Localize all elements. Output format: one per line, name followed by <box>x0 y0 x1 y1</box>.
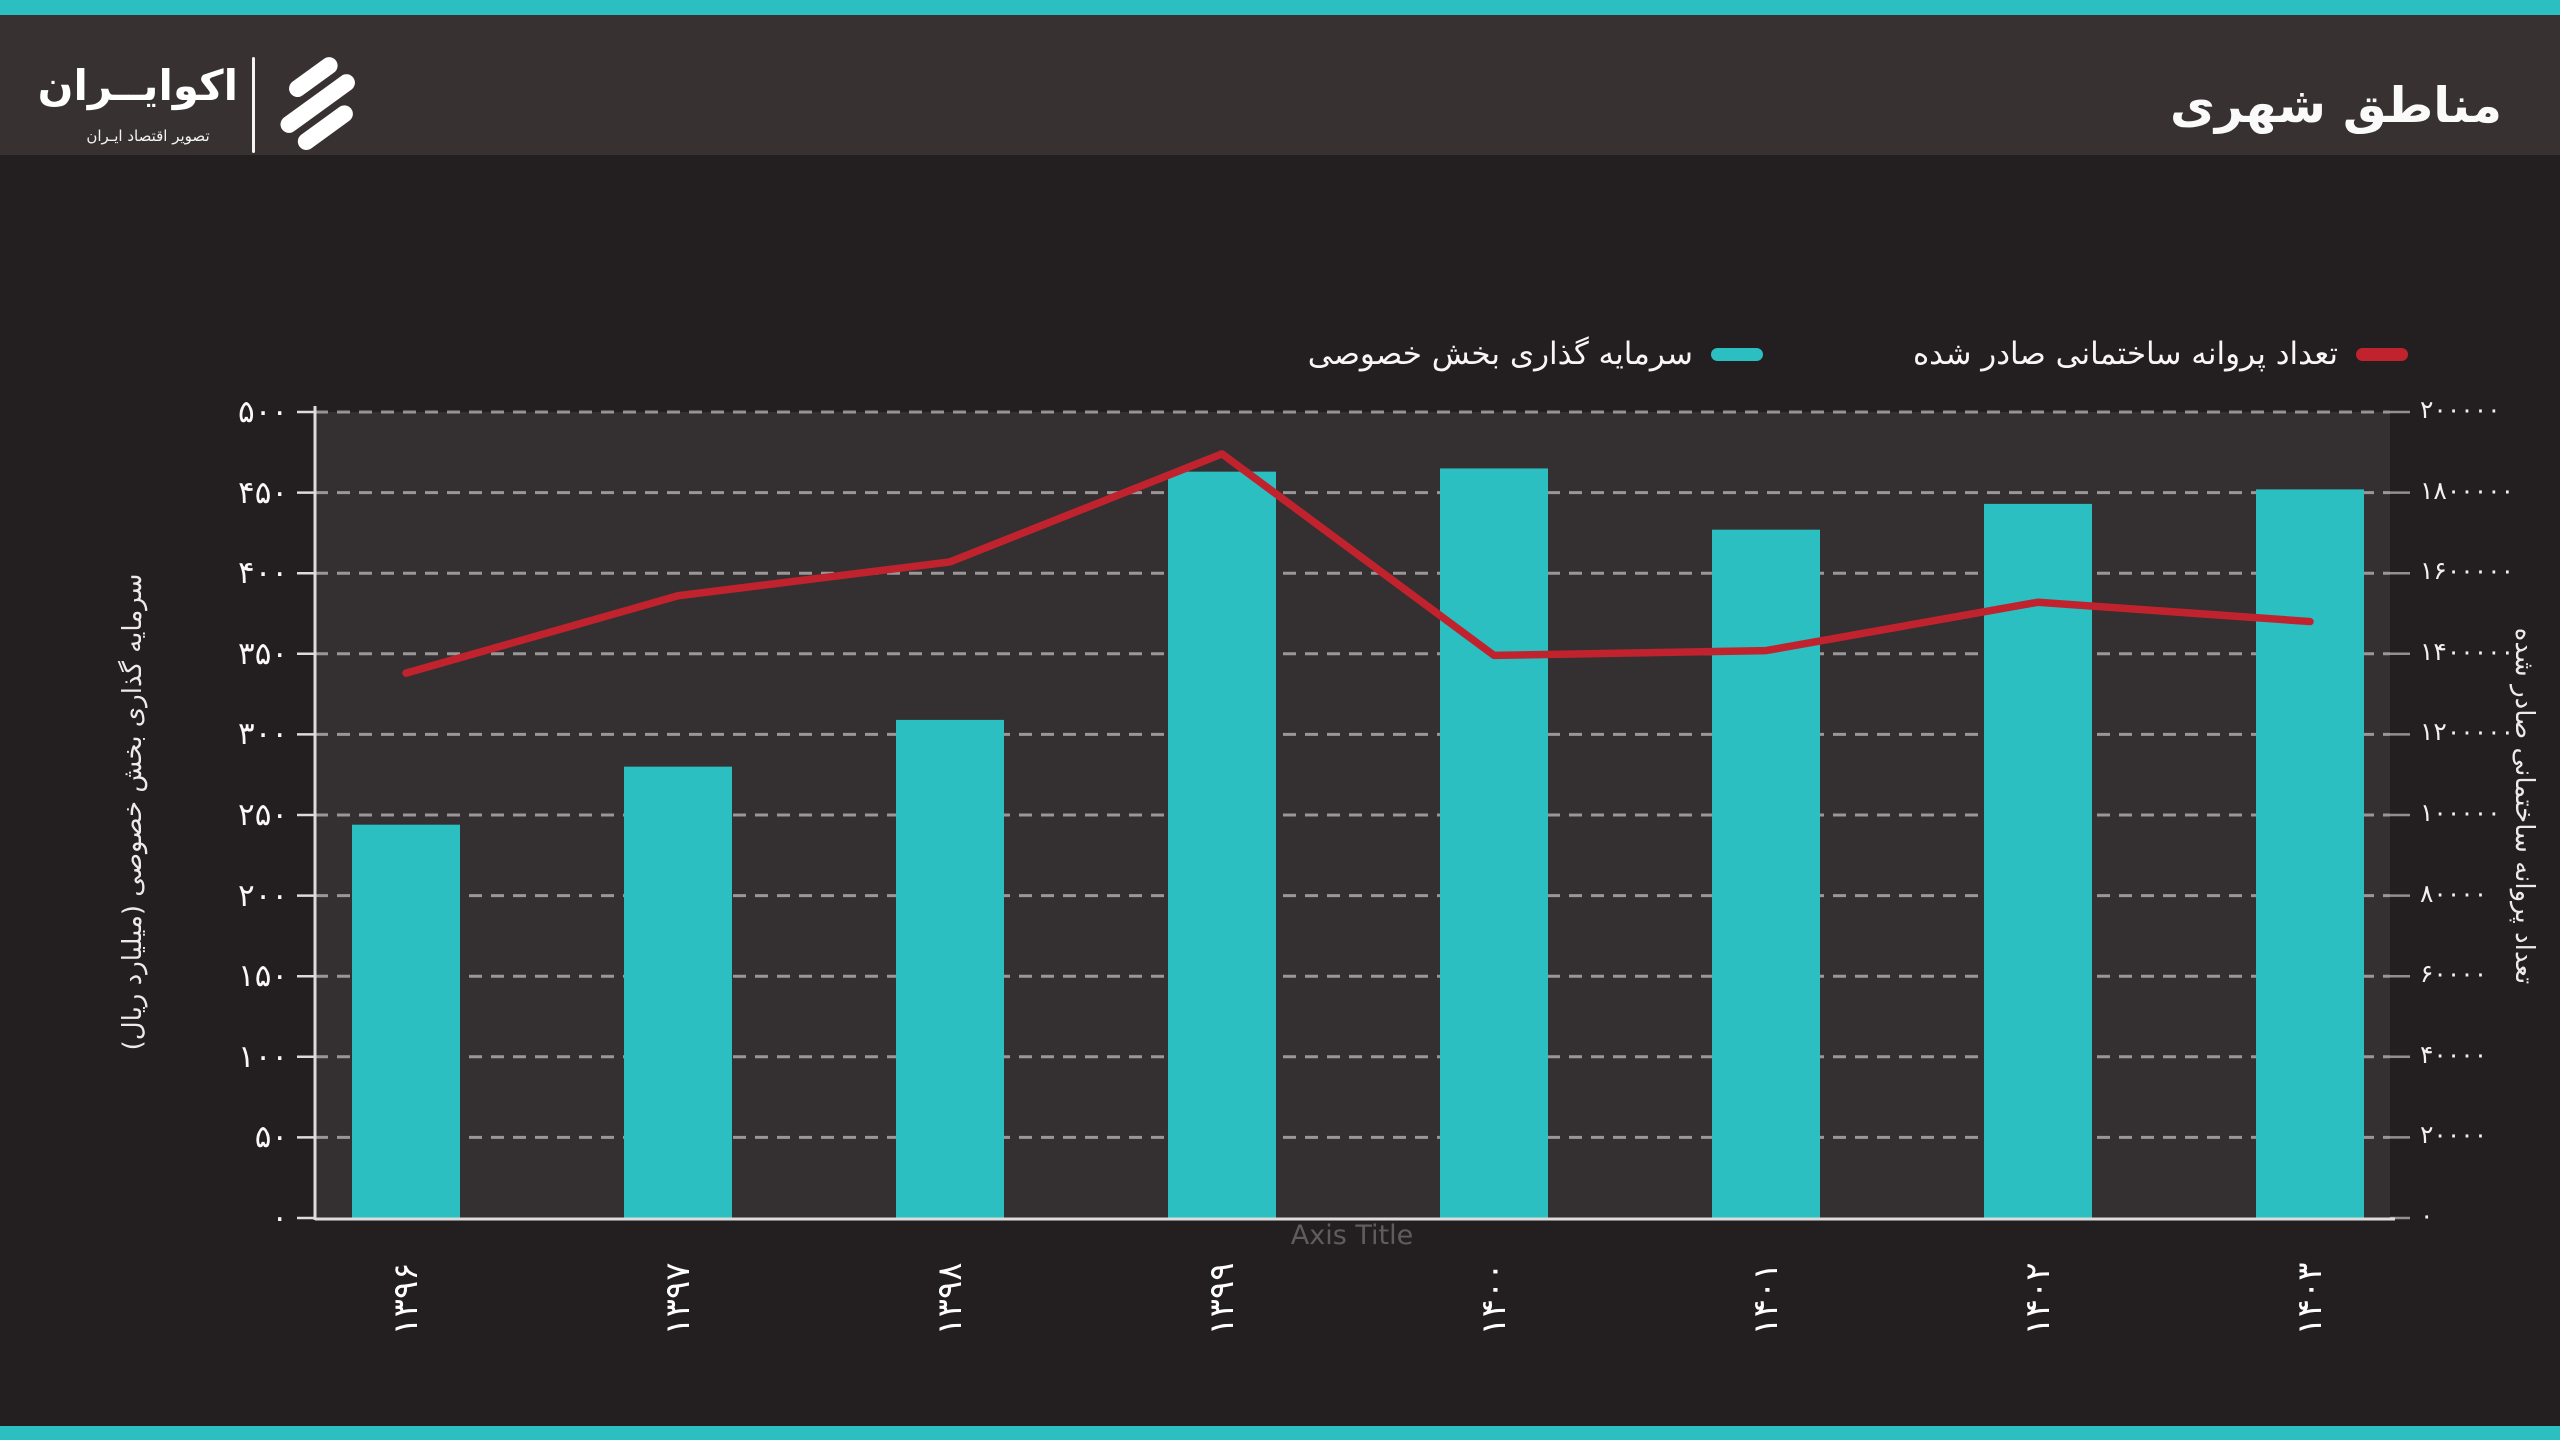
x-axis-label-۱۳۹۹: ۱۳۹۹ <box>1202 1262 1242 1336</box>
y-axis-left-tick-label: ۵۰۰ <box>238 394 288 430</box>
x-axis-label-۱۳۹۷: ۱۳۹۷ <box>658 1262 698 1336</box>
y-axis-right-tick-label: ۱۶۰۰۰۰۰ <box>2420 556 2514 586</box>
bar-۱۴۰۱ <box>1712 529 1820 1218</box>
bar-۱۳۹۸ <box>896 719 1004 1218</box>
y-axis-right-tick-label: ۰ <box>2420 1201 2434 1230</box>
chart-legend: تعداد پروانه ساختمانی صادر شده سرمایه گذا… <box>1308 336 2408 372</box>
legend-label-investment: سرمایه گذاری بخش خصوصی <box>1307 336 1693 372</box>
bar-۱۴۰۲ <box>1984 503 2092 1218</box>
y-axis-left-tick-label: ۵۰ <box>254 1119 288 1156</box>
x-axis-label-۱۳۹۶: ۱۳۹۶ <box>386 1262 426 1336</box>
y-axis-right-tick-label: ۲۰۰۰۰ <box>2420 1120 2488 1150</box>
ecoiran-circle-stripes-icon <box>280 57 355 150</box>
y-axis-right-tick-label: ۶۰۰۰۰ <box>2420 959 2488 989</box>
bar-۱۳۹۷ <box>624 766 732 1218</box>
axis-title-left: سرمایه گذاری بخش خصوصی (میلیارد ریال) <box>118 573 148 1051</box>
y-axis-right-tick-label: ۸۰۰۰۰ <box>2420 878 2488 908</box>
bottom-accent-bar <box>0 1426 2560 1440</box>
y-axis-right-tick-label: ۱۴۰۰۰۰۰ <box>2420 636 2514 666</box>
bar-۱۴۰۰ <box>1440 468 1548 1218</box>
brand-block: اکوایــران تصویر اقتصاد ایـران <box>37 53 378 163</box>
legend-swatch-permits <box>2356 347 2408 361</box>
x-axis-label-۱۴۰۲: ۱۴۰۲ <box>2018 1262 2058 1336</box>
legend-label-permits: تعداد پروانه ساختمانی صادر شده <box>1912 336 2338 372</box>
x-axis-label-۱۴۰۳: ۱۴۰۳ <box>2290 1262 2330 1336</box>
y-axis-left-tick-label: ۲۵۰ <box>238 797 288 833</box>
page-title: مناطق شهری <box>2169 77 2502 134</box>
bar-۱۳۹۹ <box>1168 471 1276 1218</box>
legend-item-investment: سرمایه گذاری بخش خصوصی <box>1308 336 1763 372</box>
trend-line <box>402 450 2314 677</box>
legend-swatch-investment <box>1710 347 1763 361</box>
brand-wordmark: اکوایــران <box>37 61 238 110</box>
header: مناطق شهری اکوایــران تصویر اقتصاد ایـرا… <box>0 15 2560 155</box>
x-axis-label-۱۴۰۰: ۱۴۰۰ <box>1474 1262 1514 1336</box>
x-axis-label-۱۳۹۸: ۱۳۹۸ <box>930 1262 970 1336</box>
bar-۱۳۹۶ <box>352 824 460 1218</box>
bar-۱۴۰۳ <box>2256 489 2364 1219</box>
y-axis-left-tick-label: ۱۰۰ <box>238 1038 288 1075</box>
y-axis-left-tick-label: ۳۵۰ <box>238 635 288 672</box>
y-axis-left-tick-label: ۲۰۰ <box>238 877 288 914</box>
y-axis-right-tick-label: ۱۲۰۰۰۰۰ <box>2420 717 2514 747</box>
x-axis-placeholder-title: Axis Title <box>1290 1220 1414 1251</box>
y-axis-left-tick-label: ۱۵۰ <box>238 958 288 995</box>
y-axis-left-tick-label: ۰ <box>271 1200 288 1236</box>
x-axis-label-۱۴۰۱: ۱۴۰۱ <box>1746 1262 1786 1336</box>
y-axis-left-tick-label: ۳۰۰ <box>238 716 288 753</box>
y-axis-right-tick-label: ۱۸۰۰۰۰۰ <box>2420 475 2514 505</box>
legend-item-permits: تعداد پروانه ساختمانی صادر شده <box>1913 336 2408 372</box>
y-axis-right-tick-label: ۲۰۰۰۰۰ <box>2420 395 2501 424</box>
brand-divider <box>252 57 255 153</box>
y-axis-right-tick-label: ۱۰۰۰۰۰ <box>2420 798 2501 827</box>
y-axis-left-tick-label: ۴۵۰ <box>238 474 288 511</box>
top-accent-bar <box>0 0 2560 15</box>
y-axis-right-tick-label: ۴۰۰۰۰ <box>2420 1039 2488 1069</box>
brand-tagline: تصویر اقتصاد ایـران <box>86 127 210 145</box>
y-axis-left-tick-label: ۴۰۰ <box>238 555 288 592</box>
